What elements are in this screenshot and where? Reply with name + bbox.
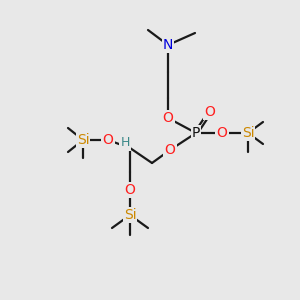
Text: O: O (163, 111, 173, 125)
Text: Si: Si (242, 126, 254, 140)
Text: O: O (205, 105, 215, 119)
Text: O: O (124, 183, 135, 197)
Text: N: N (163, 38, 173, 52)
Text: O: O (165, 143, 176, 157)
Text: P: P (192, 126, 200, 140)
Text: O: O (217, 126, 227, 140)
Text: Si: Si (124, 208, 136, 222)
Text: O: O (103, 133, 113, 147)
Text: Si: Si (77, 133, 89, 147)
Text: H: H (120, 136, 130, 149)
